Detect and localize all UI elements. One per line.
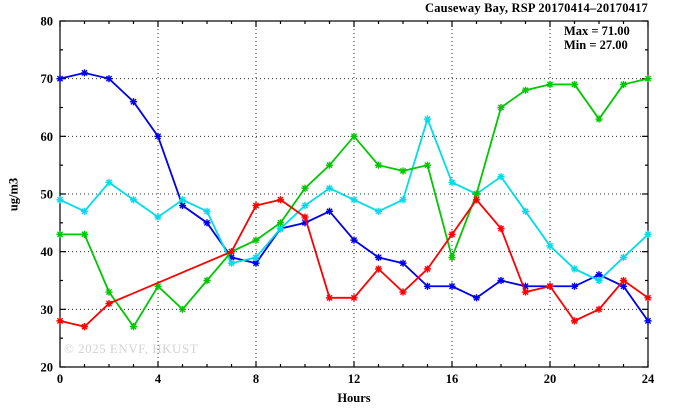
- x-tick-label: 24: [642, 372, 655, 386]
- x-tick-label: 20: [544, 372, 557, 386]
- chart-title: Causeway Bay, RSP 20170414–20170417: [425, 1, 648, 15]
- y-tick-label: 80: [41, 15, 54, 29]
- y-tick-label: 40: [41, 245, 54, 259]
- x-tick-label: 8: [253, 372, 259, 386]
- watermark: © 2025 ENVF, HKUST: [64, 341, 199, 356]
- y-tick-label: 60: [41, 130, 54, 144]
- y-tick-label: 50: [41, 188, 54, 202]
- stats-annotation: Max = 71.00 Min = 27.00: [564, 24, 630, 52]
- x-tick-label: 4: [155, 372, 162, 386]
- series-green-markers: [56, 75, 652, 331]
- x-tick-label: 16: [446, 372, 459, 386]
- x-tick-label: 12: [348, 372, 361, 386]
- x-axis-label: Hours: [337, 391, 371, 405]
- series-red-markers: [56, 196, 652, 331]
- y-tick-label: 30: [41, 303, 54, 317]
- y-tick-label: 20: [41, 361, 54, 375]
- series-blue-markers: [56, 69, 652, 325]
- series-cyan-markers: [56, 115, 652, 285]
- y-tick-label: 70: [41, 72, 54, 86]
- min-value-label: Min = 27.00: [564, 37, 628, 52]
- max-value-label: Max = 71.00: [564, 24, 630, 38]
- series-red-line: [59, 198, 649, 328]
- x-tick-label: 0: [57, 372, 63, 386]
- y-axis-label: ug/m3: [6, 177, 21, 212]
